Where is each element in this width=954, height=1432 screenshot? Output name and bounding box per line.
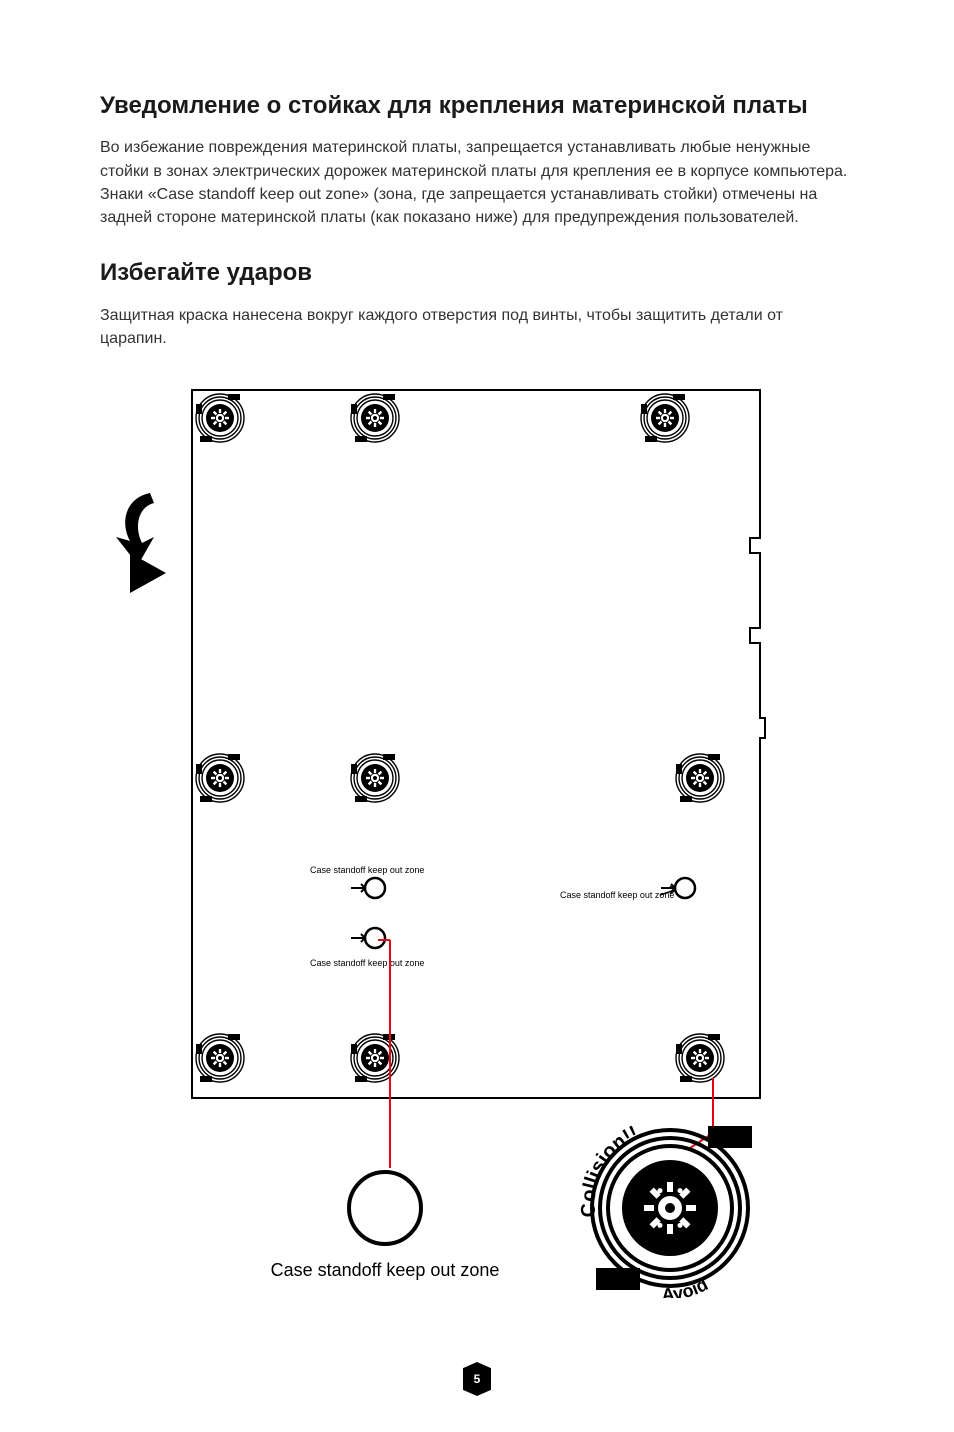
motherboard-diagram: Case standoff keep out zone Case standoff… xyxy=(100,378,854,1298)
section2-heading: Избегайте ударов xyxy=(100,257,854,289)
svg-text:Case standoff keep out zone: Case standoff keep out zone xyxy=(560,890,674,900)
svg-text:Case standoff keep out zone: Case standoff keep out zone xyxy=(310,958,424,968)
section1-heading: Уведомление о стойках для крепления мате… xyxy=(100,90,854,122)
svg-text:Case standoff keep out zone: Case standoff keep out zone xyxy=(310,865,424,875)
svg-text:Case standoff keep out zone: Case standoff keep out zone xyxy=(271,1260,500,1280)
section1-body: Во избежание повреждения материнской пла… xyxy=(100,136,854,229)
page-number-badge: 5 xyxy=(463,1362,491,1396)
board-svg: Case standoff keep out zone Case standoff… xyxy=(100,378,854,1298)
section2-body: Защитная краска нанесена вокруг каждого … xyxy=(100,304,854,350)
